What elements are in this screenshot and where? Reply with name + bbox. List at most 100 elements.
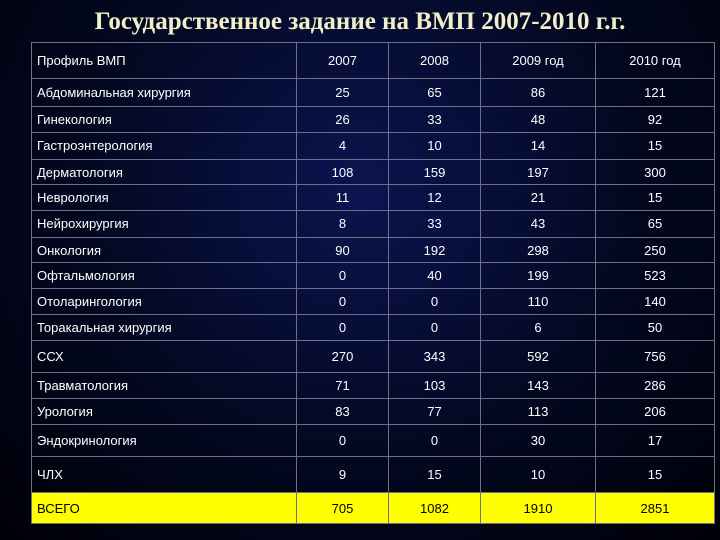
table-row: Офтальмология 0 40 199 523 <box>31 262 715 289</box>
value-cell: 250 <box>595 237 715 264</box>
value-cell: 2007 <box>296 42 389 79</box>
row-label-cell: Неврология <box>31 184 297 211</box>
row-label-cell: Офтальмология <box>31 262 297 289</box>
value-cell: 705 <box>296 492 389 524</box>
row-label-cell: Гастроэнтерология <box>31 131 297 161</box>
row-label-cell: Эндокринология <box>31 423 297 458</box>
value-cell: 43 <box>480 209 596 239</box>
value-cell: 8 <box>296 209 389 239</box>
value-cell: 1910 <box>480 492 596 524</box>
row-label-cell: Онкология <box>31 237 297 264</box>
value-cell: 48 <box>480 106 596 133</box>
value-cell: 9 <box>296 456 389 494</box>
value-cell: 65 <box>388 77 481 108</box>
value-cell: 2008 <box>388 42 481 79</box>
value-cell: 286 <box>595 372 715 400</box>
value-cell: 140 <box>595 287 715 316</box>
row-label-cell: Торакальная хирургия <box>31 314 297 342</box>
table-row: Эндокринология 0 0 30 17 <box>31 423 715 458</box>
value-cell: 192 <box>388 237 481 264</box>
value-cell: 756 <box>595 340 715 374</box>
value-cell: 15 <box>595 131 715 161</box>
table-row: Гинекология 26 33 48 92 <box>31 106 715 133</box>
value-cell: 0 <box>388 314 481 342</box>
value-cell: 0 <box>296 314 389 342</box>
value-cell: 159 <box>388 159 481 186</box>
value-cell: 11 <box>296 184 389 211</box>
value-cell: 1082 <box>388 492 481 524</box>
value-cell: 33 <box>388 209 481 239</box>
value-cell: 110 <box>480 287 596 316</box>
value-cell: 592 <box>480 340 596 374</box>
value-cell: 108 <box>296 159 389 186</box>
table-total-row: ВСЕГО 705 1082 1910 2851 <box>31 492 715 524</box>
value-cell: 2851 <box>595 492 715 524</box>
value-cell: 199 <box>480 262 596 289</box>
table-row: Нейрохирургия 8 33 43 65 <box>31 209 715 239</box>
row-label-cell: Профиль ВМП <box>31 42 297 79</box>
value-cell: 10 <box>388 131 481 161</box>
value-cell: 86 <box>480 77 596 108</box>
row-label-cell: Травматология <box>31 372 297 400</box>
table-row: Дерматология 108 159 197 300 <box>31 159 715 186</box>
value-cell: 21 <box>480 184 596 211</box>
table-row: ССХ 270 343 592 756 <box>31 340 715 374</box>
row-label-cell: ВСЕГО <box>31 492 297 524</box>
vmp-table: Профиль ВМП 2007 2008 2009 год 2010 год Абдом… <box>31 42 715 524</box>
value-cell: 0 <box>388 287 481 316</box>
table-row: Онкология 90 192 298 250 <box>31 237 715 264</box>
value-cell: 17 <box>595 423 715 458</box>
value-cell: 30 <box>480 423 596 458</box>
value-cell: 2010 год <box>595 42 715 79</box>
value-cell: 298 <box>480 237 596 264</box>
value-cell: 103 <box>388 372 481 400</box>
table-row: Абдоминальная хирургия 25 65 86 121 <box>31 77 715 108</box>
row-label-cell: Урология <box>31 398 297 425</box>
row-label-cell: ССХ <box>31 340 297 374</box>
value-cell: 143 <box>480 372 596 400</box>
value-cell: 90 <box>296 237 389 264</box>
value-cell: 121 <box>595 77 715 108</box>
value-cell: 4 <box>296 131 389 161</box>
value-cell: 83 <box>296 398 389 425</box>
value-cell: 15 <box>595 456 715 494</box>
value-cell: 14 <box>480 131 596 161</box>
row-label-cell: Нейрохирургия <box>31 209 297 239</box>
value-cell: 71 <box>296 372 389 400</box>
value-cell: 0 <box>296 262 389 289</box>
row-label-cell: Отоларингология <box>31 287 297 316</box>
value-cell: 2009 год <box>480 42 596 79</box>
table-row: Отоларингология 0 0 110 140 <box>31 287 715 316</box>
value-cell: 0 <box>296 423 389 458</box>
value-cell: 12 <box>388 184 481 211</box>
value-cell: 92 <box>595 106 715 133</box>
value-cell: 300 <box>595 159 715 186</box>
value-cell: 50 <box>595 314 715 342</box>
value-cell: 0 <box>388 423 481 458</box>
value-cell: 197 <box>480 159 596 186</box>
value-cell: 0 <box>296 287 389 316</box>
row-label-cell: Абдоминальная хирургия <box>31 77 297 108</box>
row-label-cell: Гинекология <box>31 106 297 133</box>
value-cell: 270 <box>296 340 389 374</box>
value-cell: 33 <box>388 106 481 133</box>
value-cell: 77 <box>388 398 481 425</box>
value-cell: 10 <box>480 456 596 494</box>
value-cell: 15 <box>595 184 715 211</box>
value-cell: 26 <box>296 106 389 133</box>
table-row: ЧЛХ 9 15 10 15 <box>31 456 715 494</box>
table-row: Неврология 11 12 21 15 <box>31 184 715 211</box>
value-cell: 15 <box>388 456 481 494</box>
value-cell: 6 <box>480 314 596 342</box>
table-header-row: Профиль ВМП 2007 2008 2009 год 2010 год <box>31 42 715 79</box>
row-label-cell: ЧЛХ <box>31 456 297 494</box>
value-cell: 206 <box>595 398 715 425</box>
table-row: Гастроэнтерология 4 10 14 15 <box>31 131 715 161</box>
value-cell: 523 <box>595 262 715 289</box>
value-cell: 113 <box>480 398 596 425</box>
table-row: Травматология 71 103 143 286 <box>31 372 715 400</box>
value-cell: 65 <box>595 209 715 239</box>
table-row: Торакальная хирургия 0 0 6 50 <box>31 314 715 342</box>
value-cell: 343 <box>388 340 481 374</box>
page-title: Государственное задание на ВМП 2007-2010… <box>94 8 626 35</box>
